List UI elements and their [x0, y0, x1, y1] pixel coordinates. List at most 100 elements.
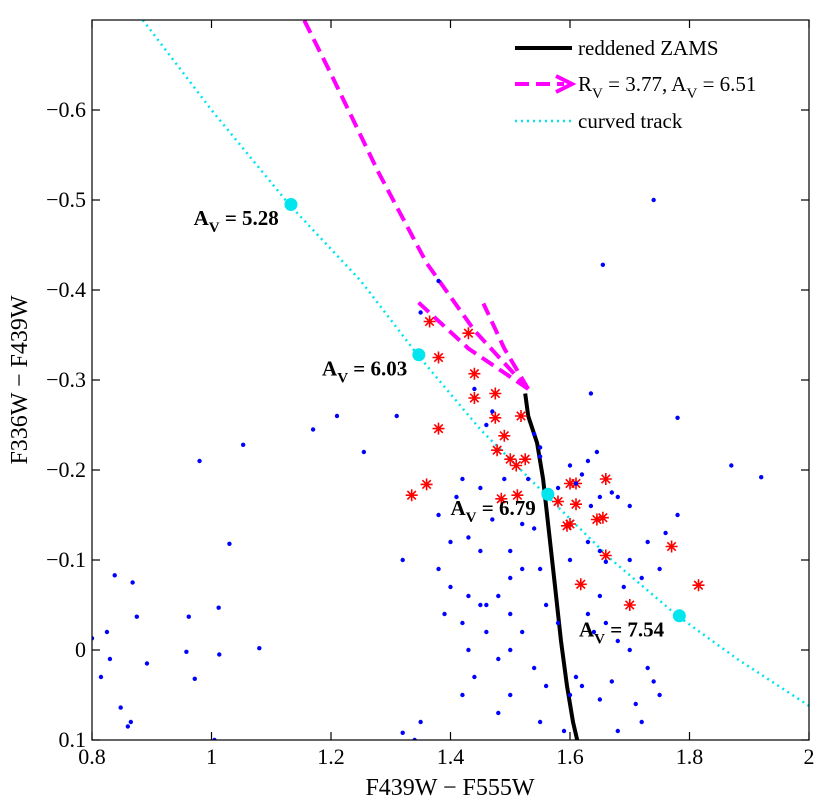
red-star — [432, 422, 445, 435]
blue-dot — [508, 611, 513, 617]
blue-dot — [472, 386, 477, 392]
av-annotation: AV = 7.54 — [579, 618, 665, 648]
y-tick-label: −0.5 — [46, 187, 86, 212]
blue-dot — [603, 620, 609, 626]
legend-label-zams: reddened ZAMS — [578, 36, 719, 60]
red-star — [570, 498, 582, 511]
blue-dot — [442, 611, 447, 617]
av-marker — [412, 348, 426, 362]
blue-dot — [520, 629, 525, 635]
blue-dot — [134, 614, 140, 619]
blue-dot — [508, 548, 513, 554]
plot-frame — [91, 19, 810, 741]
red-star — [515, 410, 527, 422]
blue-dot — [361, 449, 367, 455]
blue-dot — [657, 566, 662, 572]
x-tick-label: 0.8 — [78, 744, 106, 769]
blue-dot — [615, 728, 620, 734]
x-tick-label: 1.6 — [556, 744, 584, 769]
blue-dot — [490, 409, 495, 414]
blue-dot — [400, 730, 405, 735]
blue-dot — [130, 580, 135, 585]
blue-dot — [490, 517, 495, 522]
blue-dot — [496, 656, 501, 662]
red-star — [511, 489, 524, 502]
blue-dot — [651, 679, 656, 684]
blue-dot — [651, 197, 656, 203]
blue-dot — [104, 629, 110, 635]
blue-dot — [585, 458, 591, 464]
x-tick-label: 1.4 — [437, 744, 465, 769]
blue-dot — [639, 575, 644, 581]
red-star — [489, 411, 502, 424]
blue-dot — [555, 485, 561, 491]
blue-dot — [621, 584, 626, 590]
blue-dot — [543, 683, 549, 689]
blue-dot — [561, 728, 567, 734]
blue-dot — [484, 602, 489, 608]
blue-dot — [478, 602, 483, 608]
blue-dot — [645, 539, 650, 545]
blue-dot — [537, 454, 543, 459]
red-star — [420, 478, 433, 491]
red-star — [692, 579, 705, 592]
y-axis-label: F336W − F439W — [7, 295, 33, 464]
red-star — [599, 473, 612, 485]
blue-dot — [531, 665, 537, 671]
blue-dot — [537, 719, 543, 725]
blue-dot — [125, 724, 131, 729]
blue-dot — [192, 676, 197, 681]
blue-dot — [257, 646, 262, 651]
blue-dot — [531, 431, 537, 437]
red-star — [623, 599, 636, 611]
blue-dot — [436, 566, 441, 572]
blue-dot — [520, 521, 525, 527]
blue-dot — [633, 701, 638, 707]
blue-dot — [588, 391, 594, 396]
blue-dot — [759, 475, 764, 480]
red-star — [495, 492, 508, 505]
blue-dot — [466, 647, 471, 653]
av-marker — [284, 198, 298, 211]
blue-dot — [508, 575, 513, 581]
red-star — [405, 489, 418, 502]
blue-dot — [484, 629, 489, 635]
blue-dot — [466, 535, 471, 540]
blue-dot — [567, 463, 573, 468]
blue-dot — [400, 557, 405, 563]
red-star — [498, 429, 511, 442]
blue-dot — [144, 661, 150, 666]
av-annotation: AV = 6.79 — [451, 496, 536, 526]
blue-dot — [118, 705, 123, 710]
blue-dot — [460, 476, 465, 482]
curved-track-line — [141, 20, 809, 707]
red-star — [468, 392, 481, 404]
av-marker — [541, 487, 555, 501]
blue-dot — [496, 593, 501, 599]
red-star — [552, 495, 564, 508]
blue-dot — [591, 629, 597, 635]
av-annotation: AV = 5.28 — [194, 206, 279, 236]
blue-dot — [588, 503, 594, 509]
y-tick-label: −0.3 — [46, 367, 86, 392]
red-star — [468, 367, 481, 380]
blue-dot — [227, 541, 232, 546]
blue-dot — [543, 602, 549, 608]
y-tick-label: −0.4 — [46, 277, 86, 302]
blue-dot — [597, 697, 603, 702]
blue-dot — [418, 310, 423, 315]
y-tick-label: −0.2 — [46, 457, 86, 482]
blue-dot — [418, 719, 423, 725]
red-star — [491, 444, 504, 457]
red-star — [599, 549, 612, 562]
blue-dot — [334, 413, 340, 419]
blue-dot — [496, 710, 501, 716]
red-star — [574, 578, 587, 591]
av-marker — [672, 609, 686, 623]
blue-dot — [537, 566, 543, 572]
blue-dot — [573, 674, 579, 680]
blue-dot — [615, 494, 620, 500]
red-star — [596, 511, 609, 524]
blue-dot — [531, 526, 537, 531]
